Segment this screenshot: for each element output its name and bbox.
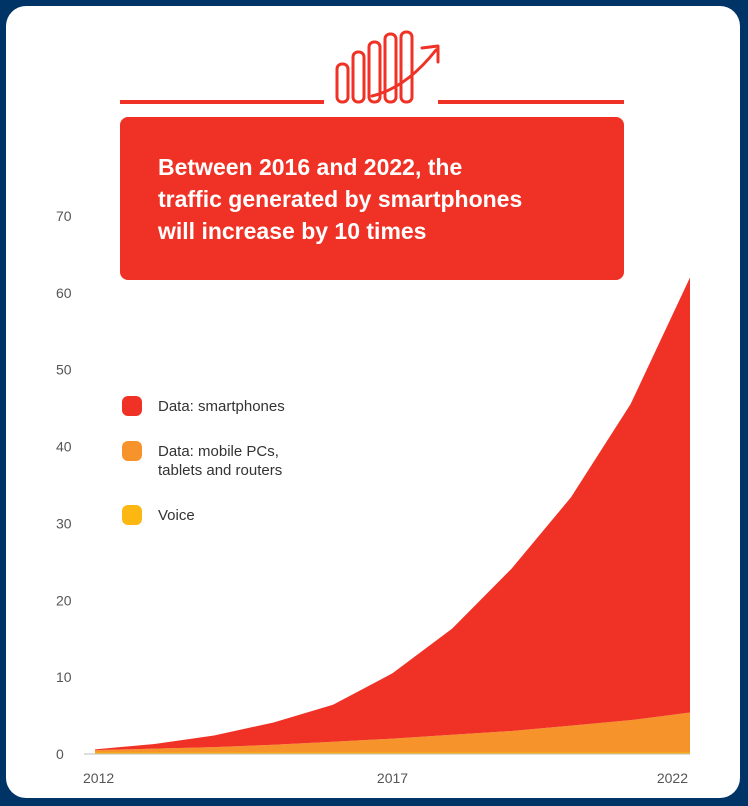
bar-chart-growth-arrow-icon xyxy=(335,30,440,104)
series-area-data-smartphones xyxy=(95,277,690,751)
legend-label: tablets and routers xyxy=(158,462,282,479)
legend-label: Voice xyxy=(158,507,195,524)
legend-item: Data: smartphones xyxy=(122,396,285,416)
x-tick-label: 2017 xyxy=(377,770,408,786)
header-rule-left xyxy=(120,100,324,104)
y-tick-label: 50 xyxy=(56,362,72,378)
y-axis: 0 10 20 30 40 50 60 70 xyxy=(56,208,72,762)
legend-item: Data: mobile PCs, tablets and routers xyxy=(122,441,282,479)
legend-swatch xyxy=(122,396,142,416)
callout-line: Between 2016 and 2022, the xyxy=(158,154,463,180)
header-decoration xyxy=(120,30,624,104)
x-axis: 2012 2017 2022 xyxy=(83,770,688,786)
legend-label: Data: mobile PCs, xyxy=(158,443,279,460)
y-tick-label: 10 xyxy=(56,669,72,685)
legend-item: Voice xyxy=(122,505,195,525)
header-rule-right xyxy=(438,100,624,104)
y-tick-label: 30 xyxy=(56,515,72,531)
legend: Data: smartphones Data: mobile PCs, tablet… xyxy=(122,396,285,525)
y-tick-label: 0 xyxy=(56,746,64,762)
callout-text: Between 2016 and 2022, the traffic gener… xyxy=(158,151,608,247)
chart-card: 0 10 20 30 40 50 60 70 2012 2017 2022 Data: smart… xyxy=(6,6,740,798)
y-tick-label: 40 xyxy=(56,439,72,455)
x-tick-label: 2012 xyxy=(83,770,114,786)
y-tick-label: 60 xyxy=(56,285,72,301)
callout-line: will increase by 10 times xyxy=(158,218,427,244)
y-tick-label: 70 xyxy=(56,208,72,224)
callout-box: Between 2016 and 2022, the traffic gener… xyxy=(120,117,624,280)
x-tick-label: 2022 xyxy=(657,770,688,786)
legend-label: Data: smartphones xyxy=(158,398,285,415)
callout-line: traffic generated by smartphones xyxy=(158,186,523,212)
y-tick-label: 20 xyxy=(56,592,72,608)
legend-swatch xyxy=(122,441,142,461)
legend-swatch xyxy=(122,505,142,525)
traffic-area-chart: 0 10 20 30 40 50 60 70 2012 2017 2022 Data: smart… xyxy=(56,30,690,786)
series-area-data-mobile-pcs-tablets-and-routers xyxy=(95,712,690,753)
